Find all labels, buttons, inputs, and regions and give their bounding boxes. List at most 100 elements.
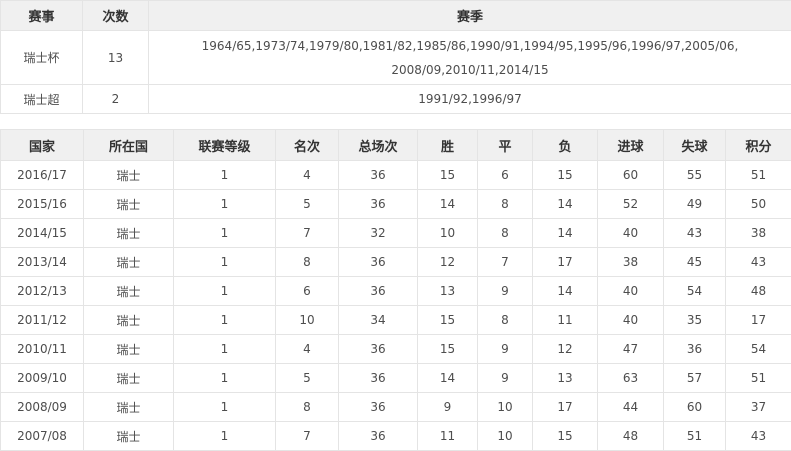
stat-cell: 17 [726,306,791,335]
stat-cell: 1 [174,335,276,364]
stat-cell: 38 [726,219,791,248]
stat-cell: 34 [339,306,418,335]
header-league-level: 联赛等级 [174,130,276,161]
header-losses: 负 [533,130,598,161]
stat-cell: 14 [533,190,598,219]
stat-cell: 36 [339,422,418,451]
stat-cell: 瑞士 [84,277,174,306]
stat-cell: 15 [418,335,478,364]
season-cell: 2012/13 [1,277,84,306]
stat-cell: 36 [339,161,418,190]
stat-cell: 9 [478,364,533,393]
stat-cell: 15 [533,422,598,451]
stat-cell: 44 [598,393,664,422]
table-row: 瑞士杯 13 1964/65,​1973/74,​1979/80,​1981/8… [1,31,791,85]
stat-cell: 36 [339,190,418,219]
stat-cell: 51 [726,161,791,190]
header-matches: 总场次 [339,130,418,161]
stat-cell: 35 [664,306,726,335]
league-stats-table: 国家 所在国 联赛等级 名次 总场次 胜 平 负 进球 失球 积分 2016/1… [0,129,791,451]
competitions-table: 赛事 次数 赛季 瑞士杯 13 1964/65,​1973/74,​1979/8… [0,0,791,114]
stat-cell: 8 [478,219,533,248]
stat-cell: 55 [664,161,726,190]
header-host-country: 所在国 [84,130,174,161]
stat-cell: 6 [276,277,339,306]
header-count: 次数 [83,1,149,31]
stat-cell: 48 [726,277,791,306]
stat-cell: 32 [339,219,418,248]
stat-cell: 13 [533,364,598,393]
stat-cell: 5 [276,190,339,219]
competition-count: 2 [83,85,149,114]
stat-cell: 4 [276,161,339,190]
stat-cell: 14 [418,364,478,393]
stat-cell: 43 [726,422,791,451]
stat-cell: 40 [598,306,664,335]
season-cell: 2014/15 [1,219,84,248]
stat-cell: 15 [418,161,478,190]
season-cell: 2016/17 [1,161,84,190]
stat-cell: 49 [664,190,726,219]
stat-cell: 51 [726,364,791,393]
season-cell: 2008/09 [1,393,84,422]
stat-cell: 瑞士 [84,364,174,393]
stat-cell: 40 [598,277,664,306]
season-cell: 2010/11 [1,335,84,364]
stat-cell: 38 [598,248,664,277]
stat-cell: 1 [174,306,276,335]
stat-cell: 54 [726,335,791,364]
stat-cell: 36 [339,277,418,306]
stat-cell: 瑞士 [84,248,174,277]
stat-cell: 7 [478,248,533,277]
stat-cell: 14 [533,219,598,248]
season-cell: 2007/08 [1,422,84,451]
competition-name: 瑞士超 [1,85,83,114]
stat-cell: 17 [533,248,598,277]
seasons-text: 1991/92,​1996/97 [190,87,750,111]
stat-cell: 10 [478,393,533,422]
stat-cell: 瑞士 [84,161,174,190]
stat-cell: 8 [276,393,339,422]
stat-cell: 11 [418,422,478,451]
stat-cell: 43 [664,219,726,248]
stat-cell: 5 [276,364,339,393]
header-rank: 名次 [276,130,339,161]
competition-name: 瑞士杯 [1,31,83,85]
stat-cell: 43 [726,248,791,277]
stat-cell: 8 [478,190,533,219]
stat-cell: 36 [339,393,418,422]
stat-cell: 36 [664,335,726,364]
stat-cell: 36 [339,335,418,364]
header-competition: 赛事 [1,1,83,31]
competition-seasons: 1964/65,​1973/74,​1979/80,​1981/82,​1985… [149,31,791,85]
stat-cell: 瑞士 [84,335,174,364]
stat-cell: 1 [174,190,276,219]
season-cell: 2013/14 [1,248,84,277]
stat-cell: 13 [418,277,478,306]
stat-cell: 9 [478,335,533,364]
stat-cell: 60 [664,393,726,422]
stat-cell: 7 [276,422,339,451]
stat-cell: 4 [276,335,339,364]
stat-cell: 8 [276,248,339,277]
stat-cell: 40 [598,219,664,248]
competition-count: 13 [83,31,149,85]
season-cell: 2009/10 [1,364,84,393]
header-draws: 平 [478,130,533,161]
stat-cell: 1 [174,364,276,393]
stat-cell: 瑞士 [84,393,174,422]
stat-cell: 54 [664,277,726,306]
stat-cell: 7 [276,219,339,248]
stat-cell: 瑞士 [84,190,174,219]
stat-cell: 1 [174,393,276,422]
stat-cell: 10 [478,422,533,451]
stat-cell: 15 [533,161,598,190]
stat-cell: 瑞士 [84,422,174,451]
stat-cell: 1 [174,248,276,277]
